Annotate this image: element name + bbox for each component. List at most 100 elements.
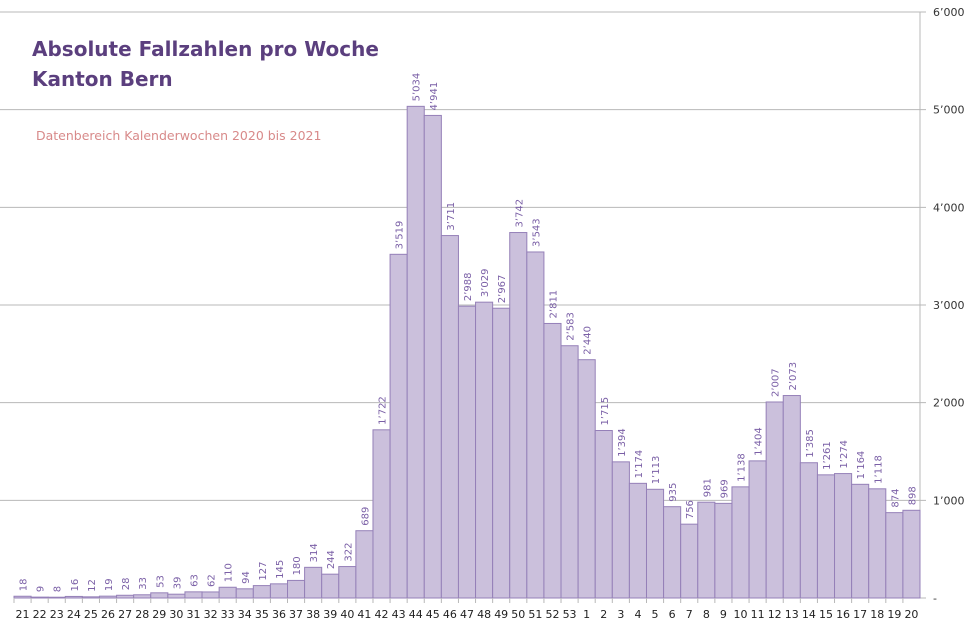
bar bbox=[269, 583, 289, 599]
data-label: 2’440 bbox=[583, 326, 594, 355]
data-label: 1’164 bbox=[856, 451, 867, 480]
x-tick-label: 24 bbox=[67, 608, 81, 621]
bar bbox=[697, 501, 716, 599]
y-tick-label: 3’000 bbox=[933, 299, 965, 312]
x-tick-label: 53 bbox=[563, 608, 577, 621]
data-label: 3’742 bbox=[514, 199, 525, 228]
data-label: 874 bbox=[890, 489, 901, 508]
x-tick-label: 25 bbox=[84, 608, 98, 621]
bar bbox=[680, 523, 699, 599]
data-label: 2’583 bbox=[566, 312, 577, 341]
data-label: 12 bbox=[87, 579, 98, 592]
bar bbox=[902, 509, 921, 599]
x-tick-label: 46 bbox=[443, 608, 457, 621]
bar bbox=[663, 506, 682, 599]
y-tick-label: 2’000 bbox=[933, 397, 965, 410]
x-tick-label: 30 bbox=[169, 608, 183, 621]
data-label: 1’385 bbox=[805, 429, 816, 458]
data-label: 2’007 bbox=[771, 368, 782, 397]
bar bbox=[577, 359, 596, 599]
x-tick-label: 39 bbox=[323, 608, 337, 621]
x-tick-label: 14 bbox=[802, 608, 816, 621]
data-label: 2’811 bbox=[548, 290, 559, 319]
data-label: 1’118 bbox=[873, 455, 884, 484]
bar bbox=[645, 488, 665, 599]
bar bbox=[133, 594, 152, 599]
x-tick-label: 28 bbox=[135, 608, 149, 621]
data-label: 1’722 bbox=[378, 396, 389, 425]
y-tick-label: 4’000 bbox=[933, 201, 965, 214]
x-tick-label: 48 bbox=[477, 608, 491, 621]
bar bbox=[628, 482, 647, 599]
x-tick-label: 17 bbox=[853, 608, 867, 621]
x-tick-label: 41 bbox=[357, 608, 371, 621]
data-label: 62 bbox=[207, 574, 218, 587]
x-tick-label: 11 bbox=[751, 608, 765, 621]
data-label: 3’519 bbox=[395, 221, 406, 250]
data-label: 18 bbox=[19, 579, 30, 592]
bar bbox=[816, 474, 836, 599]
data-label: 19 bbox=[104, 578, 115, 591]
x-tick-label: 33 bbox=[221, 608, 235, 621]
bar bbox=[81, 596, 100, 599]
chart-subtitle: Datenbereich Kalenderwochen 2020 bis 202… bbox=[36, 128, 322, 143]
data-label: 2’967 bbox=[497, 275, 508, 304]
x-tick-label: 12 bbox=[768, 608, 782, 621]
x-tick-label: 27 bbox=[118, 608, 132, 621]
x-tick-label: 2 bbox=[600, 608, 607, 621]
x-tick-label: 42 bbox=[375, 608, 389, 621]
data-label: 180 bbox=[292, 556, 303, 575]
data-label: 63 bbox=[189, 574, 200, 587]
bar bbox=[782, 395, 801, 599]
x-tick-label: 5 bbox=[652, 608, 659, 621]
y-tick-label: 1’000 bbox=[933, 494, 965, 507]
bar bbox=[252, 585, 271, 599]
data-label: 33 bbox=[138, 577, 149, 590]
chart-title: Absolute Fallzahlen pro Woche Kanton Ber… bbox=[32, 34, 379, 94]
bar bbox=[372, 429, 391, 599]
bar bbox=[406, 105, 425, 599]
data-label: 756 bbox=[685, 500, 696, 519]
data-label: 3’711 bbox=[446, 202, 457, 231]
bar bbox=[235, 588, 254, 599]
x-tick-label: 18 bbox=[870, 608, 884, 621]
bar bbox=[47, 596, 66, 599]
data-label: 39 bbox=[172, 576, 183, 589]
bar bbox=[594, 430, 613, 599]
x-tick-label: 1 bbox=[583, 608, 590, 621]
x-tick-label: 20 bbox=[904, 608, 918, 621]
x-tick-label: 9 bbox=[720, 608, 727, 621]
bar bbox=[167, 593, 186, 599]
x-tick-label: 15 bbox=[819, 608, 833, 621]
x-tick-label: 29 bbox=[152, 608, 166, 621]
bar bbox=[526, 251, 545, 599]
bar bbox=[560, 345, 579, 599]
y-tick-label: - bbox=[933, 592, 937, 605]
data-label: 898 bbox=[907, 486, 918, 505]
x-tick-label: 19 bbox=[887, 608, 901, 621]
bar bbox=[201, 591, 220, 599]
bar bbox=[885, 512, 904, 599]
bar bbox=[287, 579, 306, 599]
chart-title-line1: Absolute Fallzahlen pro Woche bbox=[32, 37, 379, 61]
bar bbox=[338, 566, 357, 599]
bar bbox=[509, 232, 528, 599]
data-label: 2’073 bbox=[788, 362, 799, 391]
bar bbox=[611, 461, 630, 599]
x-tick-label: 4 bbox=[634, 608, 641, 621]
data-label: 145 bbox=[275, 560, 286, 579]
bar bbox=[851, 483, 870, 599]
x-tick-label: 10 bbox=[734, 608, 748, 621]
bar bbox=[799, 462, 818, 599]
x-tick-label: 6 bbox=[669, 608, 676, 621]
bar bbox=[492, 307, 511, 599]
data-label: 9 bbox=[36, 586, 47, 592]
bar bbox=[389, 253, 408, 599]
x-tick-label: 16 bbox=[836, 608, 850, 621]
x-tick-label: 38 bbox=[306, 608, 320, 621]
data-label: 5’034 bbox=[412, 73, 423, 102]
data-label: 94 bbox=[241, 571, 252, 584]
data-label: 28 bbox=[121, 578, 132, 591]
x-tick-label: 31 bbox=[186, 608, 200, 621]
x-tick-label: 21 bbox=[16, 608, 30, 621]
